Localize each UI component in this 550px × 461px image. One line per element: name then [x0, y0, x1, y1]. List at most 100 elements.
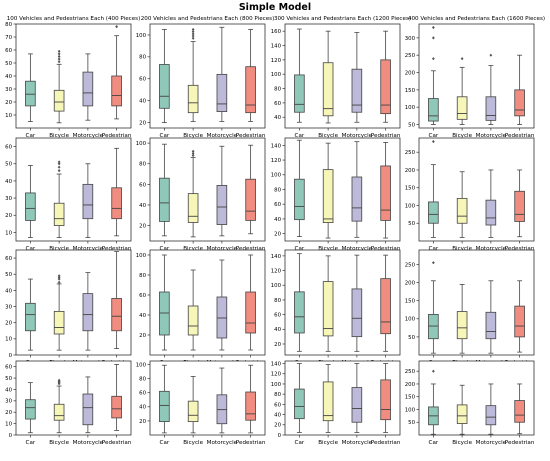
y-tick-label: 150	[405, 299, 416, 305]
y-tick-label: 60	[5, 144, 12, 150]
box-pedestrian	[111, 298, 122, 332]
y-tick-label: 100	[271, 173, 282, 179]
y-tick-label: 40	[139, 405, 146, 411]
box-pedestrian	[514, 305, 525, 338]
outlier-point	[489, 53, 493, 57]
box-motorcycle	[82, 393, 94, 426]
outlier-point	[431, 139, 435, 144]
box-motorcycle	[485, 405, 497, 426]
outlier-point	[57, 165, 61, 169]
box-pedestrian	[111, 395, 122, 419]
y-tick-label: 20	[5, 321, 12, 327]
y-tick-label: 150	[405, 186, 416, 192]
box-car	[159, 177, 170, 222]
panel-frame	[418, 137, 535, 242]
outlier-point	[191, 149, 195, 153]
x-tick-label: Pedestrian	[102, 440, 132, 446]
x-tick-label: Pedestrian	[505, 440, 535, 446]
y-tick-label: 10	[5, 230, 12, 236]
y-tick-label: 50	[5, 162, 12, 168]
y-tick-label: 140	[271, 143, 282, 149]
outlier-point	[57, 49, 61, 53]
box-motorcycle	[485, 199, 497, 226]
box-bicycle	[322, 62, 334, 117]
y-tick-label: 50	[408, 221, 415, 227]
box-car	[294, 74, 305, 113]
y-tick-label: 160	[271, 29, 282, 35]
outlier-point	[57, 57, 61, 61]
box-bicycle	[53, 403, 65, 421]
y-tick-label: 50	[5, 376, 12, 382]
y-tick-label: 40	[274, 217, 281, 223]
x-tick-label: Motorcycle	[73, 246, 104, 252]
y-tick-label: 20	[5, 410, 12, 416]
x-tick-label: Motorcycle	[207, 133, 238, 139]
box-bicycle	[322, 381, 334, 422]
box-car	[294, 388, 305, 420]
y-tick-label: 150	[405, 395, 416, 401]
outlier-point	[460, 57, 464, 61]
y-tick-label: 50	[408, 335, 415, 341]
outlier-point	[191, 36, 195, 40]
box-bicycle	[456, 197, 468, 224]
outlier-point	[115, 25, 119, 29]
y-tick-label: 60	[5, 256, 12, 262]
y-tick-label: 250	[405, 53, 416, 59]
box-car	[294, 291, 305, 334]
x-tick-label: Pedestrian	[505, 246, 535, 252]
y-tick-label: 30	[5, 87, 12, 93]
y-tick-label: 50	[5, 61, 12, 67]
box-bicycle	[187, 400, 199, 423]
y-tick-label: 20	[139, 419, 146, 425]
y-tick-label: 120	[271, 158, 282, 164]
box-motorcycle	[351, 176, 363, 222]
x-tick-label: Bicycle	[183, 440, 203, 446]
x-tick-label: Motorcycle	[73, 133, 104, 139]
box-car	[25, 399, 36, 420]
x-tick-label: Car	[26, 246, 36, 252]
box-car	[428, 314, 439, 340]
x-tick-label: Car	[160, 133, 170, 139]
box-bicycle	[187, 193, 199, 223]
x-tick-label: Motorcycle	[476, 246, 507, 252]
y-tick-label: 150	[405, 88, 416, 94]
x-tick-label: Car	[429, 440, 439, 446]
x-tick-label: Motorcycle	[342, 133, 373, 139]
box-pedestrian	[111, 187, 122, 220]
box-car	[25, 302, 36, 332]
outlier-point	[57, 378, 61, 382]
box-pedestrian	[514, 400, 525, 423]
y-tick-label: 60	[274, 313, 281, 319]
y-tick-label: 60	[139, 182, 146, 188]
box-motorcycle	[485, 311, 497, 340]
y-tick-label: 80	[274, 86, 281, 92]
box-motorcycle	[351, 68, 363, 113]
x-tick-label: Car	[295, 133, 305, 139]
box-pedestrian	[245, 178, 256, 221]
y-tick-label: 80	[274, 187, 281, 193]
outlier-point	[57, 280, 61, 284]
box-pedestrian	[380, 59, 391, 115]
y-tick-label: 40	[5, 288, 12, 294]
x-tick-label: Bicycle	[318, 133, 338, 139]
x-tick-label: Pedestrian	[371, 133, 401, 139]
x-tick-label: Motorcycle	[342, 440, 373, 446]
x-tick-label: Bicycle	[452, 440, 472, 446]
x-tick-label: Motorcycle	[476, 133, 507, 139]
box-motorcycle	[216, 73, 228, 112]
x-tick-label: Bicycle	[452, 133, 472, 139]
x-tick-label: Car	[295, 246, 305, 252]
box-bicycle	[53, 89, 65, 112]
outlier-point	[57, 275, 61, 280]
y-tick-label: 20	[274, 342, 281, 348]
y-tick-label: 200	[405, 168, 416, 174]
y-tick-label: 200	[405, 280, 416, 286]
box-bicycle	[322, 169, 334, 224]
box-car	[428, 98, 439, 122]
y-tick-label: 100	[405, 407, 416, 413]
outlier-point	[57, 169, 61, 173]
outlier-point	[431, 261, 435, 265]
box-car	[25, 80, 36, 107]
box-motorcycle	[82, 183, 94, 220]
